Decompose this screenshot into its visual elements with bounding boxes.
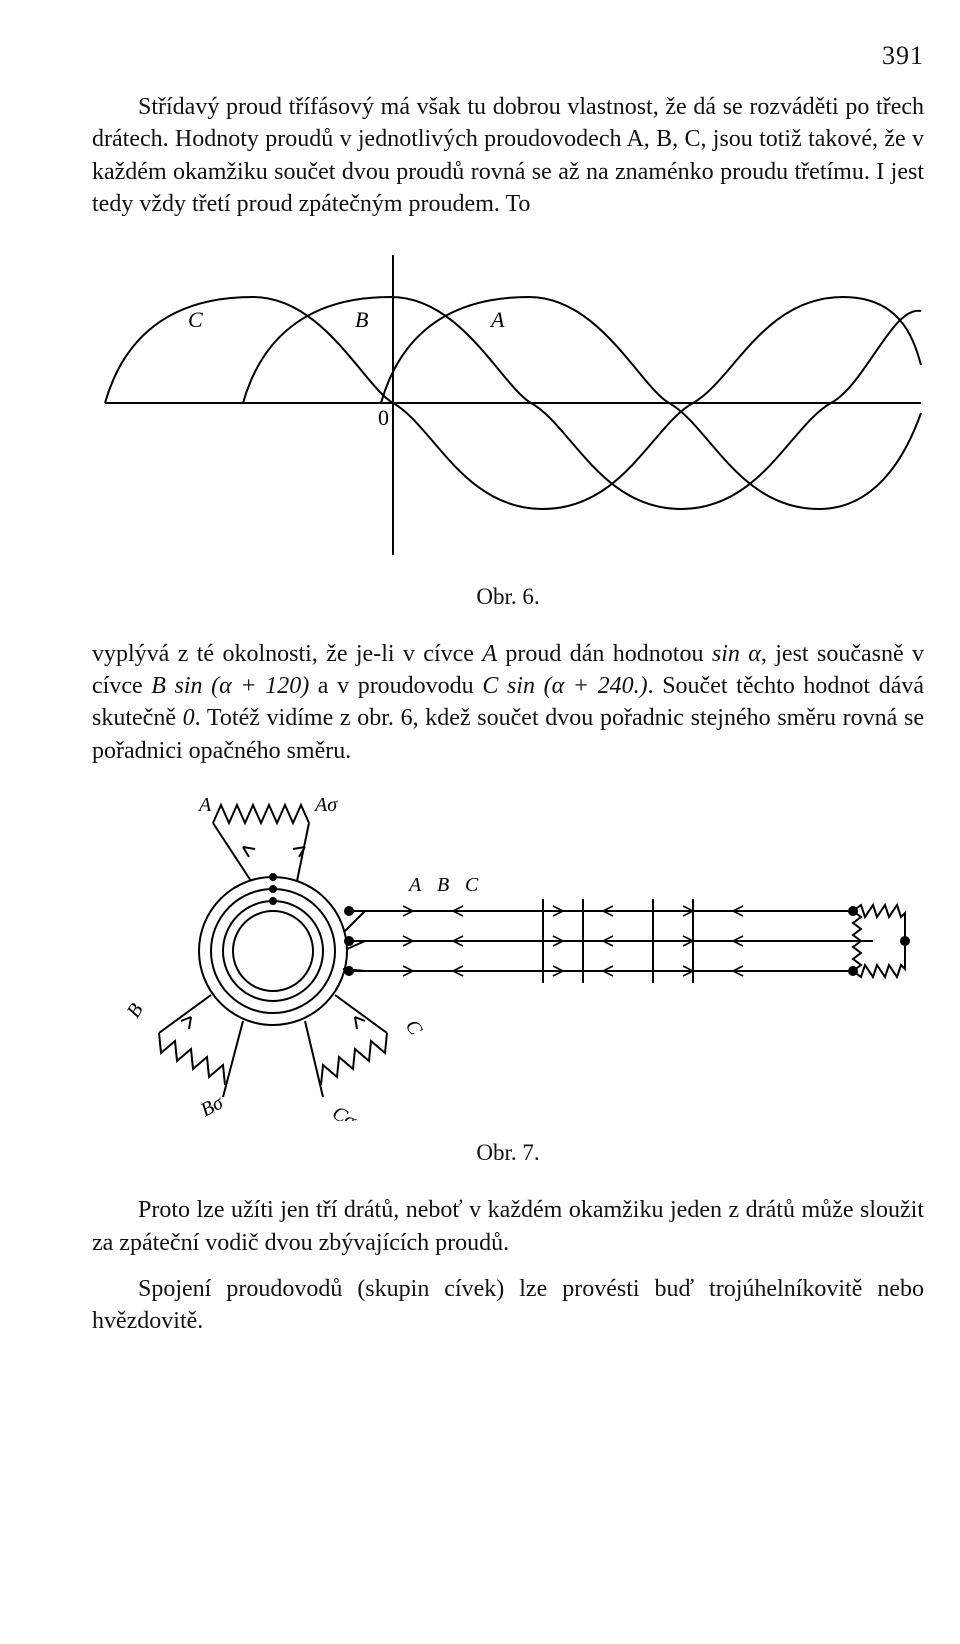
p2-a: vyplývá z té okolnosti, že je-li v cívce [92,641,482,667]
figure-6: C B A 0 [92,235,924,565]
fig7-label-C: C [465,874,479,896]
figure-6-caption: Obr. 6. [92,581,924,612]
figure-6-svg: C B A 0 [93,235,923,565]
paragraph-2: vyplývá z té okolnosti, že je-li v cívce… [92,638,924,768]
figure-7: A Aσ A B C B C Bσ Cσ [92,781,924,1121]
fig7-label-Bside: B [123,1000,148,1022]
p2-sin120: sin (α + 120) [175,673,310,699]
p2-Ci: C [482,673,498,699]
p2-b: proud dán hodnotou [497,641,712,667]
fig6-label-o: 0 [378,405,389,430]
p2-zero: 0 [183,705,195,731]
fig6-label-c: C [188,307,203,332]
fig7-label-A: A [197,794,212,816]
fig7-label-A2: A [407,874,422,896]
p2-Bi: B [151,673,166,699]
paragraph-4: Spojení proudovodů (skupin cívek) lze pr… [92,1273,924,1338]
p2-e: a v proudovodu [309,673,482,699]
figure-7-svg: A Aσ A B C B C Bσ Cσ [93,781,923,1121]
fig7-label-Cside: C [401,1016,427,1040]
fig7-label-C2: Cσ [329,1102,361,1121]
p2-A: A [482,641,497,667]
p2-sin-a: sin α [712,641,761,667]
paragraph-3: Proto lze užíti jen tří drátů, neboť v k… [92,1194,924,1259]
fig6-label-b: B [355,307,368,332]
fig6-label-a: A [489,307,505,332]
figure-7-caption: Obr. 7. [92,1137,924,1168]
p2-f [498,673,507,699]
p2-sin240: sin (α + 240.) [507,673,648,699]
p2-d [166,673,175,699]
paragraph-1: Střídavý proud třífásový má však tu dobr… [92,91,924,221]
fig7-label-Ao: Aσ [313,794,338,816]
page-number: 391 [92,38,924,73]
p2-h: . Totéž vidíme z obr. 6, kdež součet dvo… [92,705,924,763]
fig7-label-B: B [437,874,449,896]
